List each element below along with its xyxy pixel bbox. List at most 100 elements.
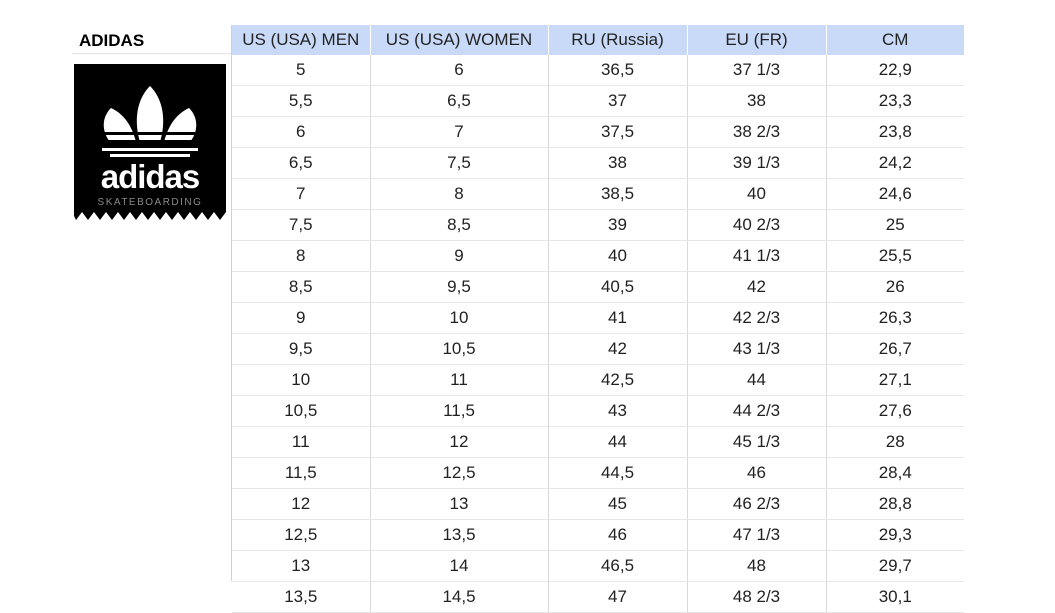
table-cell: 10,5 — [370, 333, 549, 365]
table-cell: 44 2/3 — [687, 395, 827, 427]
table-cell: 45 — [548, 488, 688, 520]
table-cell: 9,5 — [370, 271, 549, 303]
table-row: 9,5 10,5 42 43 1/3 26,7 — [232, 333, 964, 365]
table-cell: 44,5 — [548, 457, 688, 489]
table-cell: 42 — [548, 333, 688, 365]
brand-title: ADIDAS — [72, 25, 231, 54]
table-body: 5 6 36,5 37 1/3 22,9 5,5 6,5 37 38 23,3 6 7 37,5 38 2… — [232, 55, 964, 613]
table-cell: 26,3 — [826, 302, 964, 334]
table-row: 7,5 8,5 39 40 2/3 25 — [232, 209, 964, 241]
logo-wordmark: adidas — [101, 158, 200, 195]
table-cell: 11,5 — [232, 457, 371, 489]
table-cell: 13 — [370, 488, 549, 520]
column-header: US (USA) WOMEN — [370, 25, 549, 55]
column-header: RU (Russia) — [548, 25, 688, 55]
table-row: 10,5 11,5 43 44 2/3 27,6 — [232, 395, 964, 427]
table-row: 12 13 45 46 2/3 28,8 — [232, 488, 964, 520]
table-cell: 41 — [548, 302, 688, 334]
table-cell: 10,5 — [232, 395, 371, 427]
table-cell: 10 — [232, 364, 371, 396]
table-cell: 48 2/3 — [687, 581, 827, 613]
table-row: 5,5 6,5 37 38 23,3 — [232, 85, 964, 117]
table-cell: 40,5 — [548, 271, 688, 303]
table-cell: 11,5 — [370, 395, 549, 427]
table-cell: 43 — [548, 395, 688, 427]
table-cell: 39 — [548, 209, 688, 241]
table-cell: 40 — [687, 178, 827, 210]
table-cell: 42 — [687, 271, 827, 303]
table-row: 13 14 46,5 48 29,7 — [232, 550, 964, 582]
table-cell: 46,5 — [548, 550, 688, 582]
table-cell: 12 — [232, 488, 371, 520]
column-header: EU (FR) — [687, 25, 827, 55]
table-cell: 45 1/3 — [687, 426, 827, 458]
table-cell: 28,8 — [826, 488, 964, 520]
table-row: 12,5 13,5 46 47 1/3 29,3 — [232, 519, 964, 551]
table-cell: 48 — [687, 550, 827, 582]
table-cell: 24,6 — [826, 178, 964, 210]
table-cell: 23,8 — [826, 116, 964, 148]
table-cell: 6,5 — [370, 85, 549, 117]
table-cell: 11 — [370, 364, 549, 396]
table-cell: 6,5 — [232, 147, 371, 179]
table-cell: 24,2 — [826, 147, 964, 179]
table-cell: 13,5 — [370, 519, 549, 551]
table-cell: 12 — [370, 426, 549, 458]
table-cell: 12,5 — [370, 457, 549, 489]
table-cell: 7,5 — [232, 209, 371, 241]
table-cell: 6 — [232, 116, 371, 148]
brand-column: ADIDAS adidas SKATEBOARDING — [72, 25, 232, 581]
table-cell: 40 — [548, 240, 688, 272]
table-cell: 5 — [232, 55, 371, 86]
table-row: 5 6 36,5 37 1/3 22,9 — [232, 55, 964, 86]
adidas-skateboarding-logo: adidas SKATEBOARDING — [74, 64, 226, 220]
table-cell: 41 1/3 — [687, 240, 827, 272]
table-cell: 25 — [826, 209, 964, 241]
table-cell: 39 1/3 — [687, 147, 827, 179]
table-cell: 42,5 — [548, 364, 688, 396]
table-cell: 8,5 — [232, 271, 371, 303]
table-cell: 37 — [548, 85, 688, 117]
table-cell: 14,5 — [370, 581, 549, 613]
table-cell: 25,5 — [826, 240, 964, 272]
table-cell: 46 2/3 — [687, 488, 827, 520]
table-cell: 29,3 — [826, 519, 964, 551]
table-cell: 8 — [232, 240, 371, 272]
table-cell: 13,5 — [232, 581, 371, 613]
table-cell: 43 1/3 — [687, 333, 827, 365]
table-row: 10 11 42,5 44 27,1 — [232, 364, 964, 396]
table-cell: 12,5 — [232, 519, 371, 551]
table-cell: 47 1/3 — [687, 519, 827, 551]
table-cell: 38,5 — [548, 178, 688, 210]
table-cell: 44 — [687, 364, 827, 396]
table-cell: 37,5 — [548, 116, 688, 148]
table-row: 7 8 38,5 40 24,6 — [232, 178, 964, 210]
column-header: CM — [826, 25, 964, 55]
table-row: 13,5 14,5 47 48 2/3 30,1 — [232, 581, 964, 613]
table-cell: 36,5 — [548, 55, 688, 86]
table-cell: 37 1/3 — [687, 55, 827, 86]
table-row: 6 7 37,5 38 2/3 23,8 — [232, 116, 964, 148]
table-cell: 38 — [687, 85, 827, 117]
table-cell: 11 — [232, 426, 371, 458]
table-row: 11 12 44 45 1/3 28 — [232, 426, 964, 458]
table-cell: 7 — [232, 178, 371, 210]
table-cell: 46 — [687, 457, 827, 489]
table-cell: 9 — [232, 302, 371, 334]
table-cell: 14 — [370, 550, 549, 582]
table-cell: 5,5 — [232, 85, 371, 117]
table-row: 8,5 9,5 40,5 42 26 — [232, 271, 964, 303]
table-cell: 38 — [548, 147, 688, 179]
table-cell: 27,6 — [826, 395, 964, 427]
table-cell: 29,7 — [826, 550, 964, 582]
table-row: 6,5 7,5 38 39 1/3 24,2 — [232, 147, 964, 179]
table-cell: 23,3 — [826, 85, 964, 117]
table-cell: 10 — [370, 302, 549, 334]
table-cell: 22,9 — [826, 55, 964, 86]
table-cell: 9,5 — [232, 333, 371, 365]
table-header-row: US (USA) MEN US (USA) WOMEN RU (Russia) EU … — [232, 25, 964, 55]
column-header: US (USA) MEN — [232, 25, 371, 55]
table-cell: 28 — [826, 426, 964, 458]
table-cell: 7,5 — [370, 147, 549, 179]
table-row: 8 9 40 41 1/3 25,5 — [232, 240, 964, 272]
